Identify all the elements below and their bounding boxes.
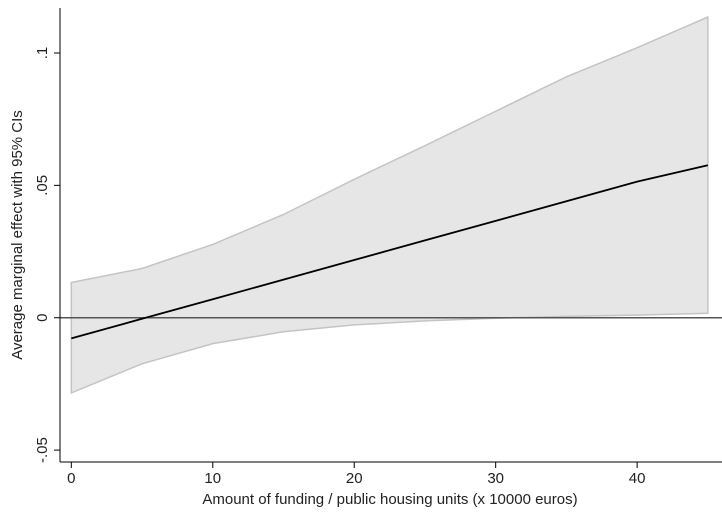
x-tick-label: 30 xyxy=(487,470,504,487)
x-axis-label: Amount of funding / public housing units… xyxy=(202,491,577,508)
y-tick-label: 0 xyxy=(34,314,51,322)
y-tick-label: .1 xyxy=(34,47,51,60)
y-axis-label: Average marginal effect with 95% CIs xyxy=(9,110,26,360)
x-tick-label: 0 xyxy=(67,470,75,487)
x-tick-label: 40 xyxy=(629,470,646,487)
ci-band xyxy=(70,15,709,395)
y-tick-label: -.05 xyxy=(34,437,51,463)
x-tick-label: 20 xyxy=(346,470,363,487)
y-tick-label: .05 xyxy=(34,175,51,196)
effect-line xyxy=(71,164,709,340)
x-tick-label: 10 xyxy=(204,470,221,487)
